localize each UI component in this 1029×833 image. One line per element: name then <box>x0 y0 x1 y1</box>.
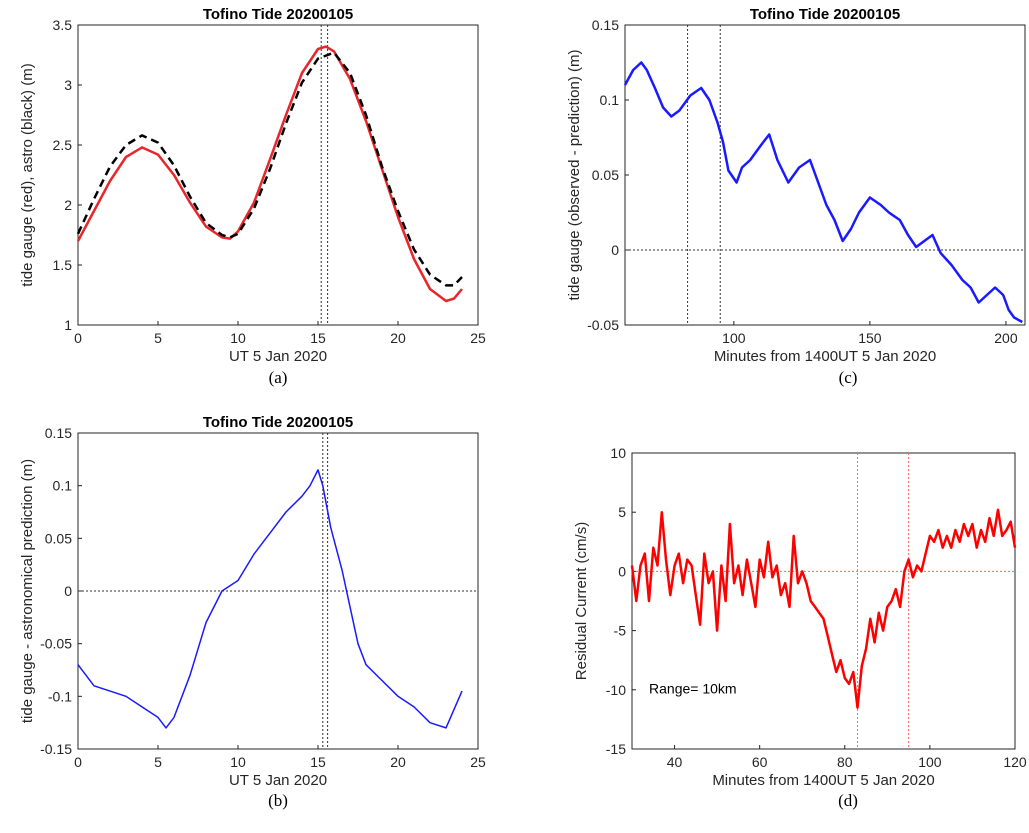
plot-c-ytick-label: 0 <box>611 242 619 258</box>
plot-d-xtick-label: 100 <box>918 754 942 770</box>
plot-a-ytick-label: 3.5 <box>53 17 73 33</box>
plot-b-xtick-label: 25 <box>470 754 486 770</box>
plot-d-annotation: Range= 10km <box>649 680 737 696</box>
plot-b-ytick-label: -0.15 <box>40 741 72 757</box>
plot-b-ytick-label: 0.15 <box>45 425 72 441</box>
plot-a-xtick-label: 15 <box>310 330 326 346</box>
plot-b-ytick-label: 0.05 <box>45 530 72 546</box>
plot-a-xtick-label: 5 <box>154 330 162 346</box>
plot-b-ytick-label: -0.05 <box>40 636 72 652</box>
plot-c-xlabel: Minutes from 1400UT 5 Jan 2020 <box>714 348 936 365</box>
caption-b: (b) <box>268 791 288 810</box>
plot-b-xlabel: UT 5 Jan 2020 <box>229 772 327 789</box>
plot-b-ylabel: tide gauge - astronomical prediction (m) <box>19 459 36 723</box>
plot-c-xtick-label: 200 <box>994 330 1018 346</box>
plot-b-xtick-label: 10 <box>230 754 246 770</box>
plot-c-ytick-label: -0.05 <box>587 317 619 333</box>
plot-c-xtick-label: 150 <box>858 330 882 346</box>
plot-a-ytick-label: 2 <box>64 197 72 213</box>
plot-d-xtick-label: 80 <box>837 754 853 770</box>
plot-a-frame <box>77 24 479 326</box>
plot-a-ylabel: tide gauge (red), astro (black) (m) <box>19 63 36 286</box>
plot-c-xtick-label: 100 <box>722 330 746 346</box>
plot-c-ytick-label: 0.15 <box>592 17 619 33</box>
caption-c: (c) <box>839 368 858 387</box>
plot-a-ytick-label: 1.5 <box>53 257 73 273</box>
plot-c-ylabel: tide gauge (observed - prediction) (m) <box>566 50 583 301</box>
plot-b-series-0-line <box>77 469 463 729</box>
plot-d-ytick-label: -5 <box>614 623 627 639</box>
plot-d-xtick-label: 60 <box>752 754 768 770</box>
caption-d: (d) <box>838 791 858 810</box>
plot-b-ytick-label: -0.1 <box>48 688 72 704</box>
caption-a: (a) <box>269 368 288 387</box>
plot-d-ytick-label: -10 <box>606 682 626 698</box>
plot-d-xtick-label: 120 <box>1003 754 1027 770</box>
plot-c-ytick-label: 0.1 <box>600 92 620 108</box>
plot-a-xtick-label: 25 <box>470 330 486 346</box>
plot-a-xtick-label: 20 <box>390 330 406 346</box>
plot-b-xtick-label: 0 <box>74 754 82 770</box>
plot-c-ytick-label: 0.05 <box>592 167 619 183</box>
plot-a-series-0-line <box>76 45 463 303</box>
plot-d-xlabel: Minutes from 1400UT 5 Jan 2020 <box>712 772 934 789</box>
plot-b-ytick-label: 0 <box>64 583 72 599</box>
plot-b-xtick-label: 20 <box>390 754 406 770</box>
plot-b-xtick-label: 15 <box>310 754 326 770</box>
plot-a-ytick-label: 1 <box>64 317 72 333</box>
plot-d-series-0-line <box>630 508 1017 709</box>
plot-c-series-0-line <box>623 61 1023 324</box>
plot-a-title: Tofino Tide 20200105 <box>203 6 353 23</box>
plot-b-title: Tofino Tide 20200105 <box>203 414 353 431</box>
plot-d-ytick-label: 10 <box>610 445 626 461</box>
plot-a-xlabel: UT 5 Jan 2020 <box>229 348 327 365</box>
plot-c-title: Tofino Tide 20200105 <box>750 6 900 23</box>
plot-d-ytick-label: 5 <box>618 504 626 520</box>
plot-c-frame <box>624 24 1026 326</box>
plot-a-ytick-label: 2.5 <box>53 137 73 153</box>
plot-d-ytick-label: -15 <box>606 741 626 757</box>
plot-d-frame <box>631 452 1016 750</box>
plot-b-ytick-label: 0.1 <box>53 478 73 494</box>
plot-a-xtick-label: 10 <box>230 330 246 346</box>
plot-a-ytick-label: 3 <box>64 77 72 93</box>
plot-a-xtick-label: 0 <box>74 330 82 346</box>
plot-b-xtick-label: 5 <box>154 754 162 770</box>
plot-a-series-1-line <box>76 51 463 287</box>
plot-d-ytick-label: 0 <box>618 563 626 579</box>
plot-d-xtick-label: 40 <box>667 754 683 770</box>
plot-d-ylabel: Residual Current (cm/s) <box>573 522 590 680</box>
